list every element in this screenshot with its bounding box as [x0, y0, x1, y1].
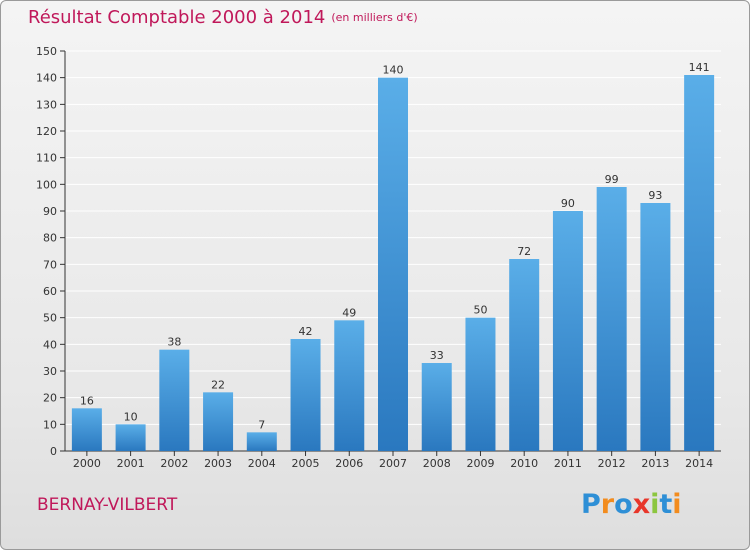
bar-value-label: 50 [473, 304, 487, 317]
bar-2003 [203, 392, 234, 451]
bar-value-label: 16 [80, 394, 94, 407]
bar-value-label: 99 [605, 173, 619, 186]
logo-letter: t [659, 489, 673, 520]
bar-2010 [509, 259, 540, 451]
logo-letter: x [632, 489, 651, 520]
logo-letter: i [650, 489, 660, 520]
bar-value-label: 22 [211, 378, 225, 391]
x-tick-label: 2014 [685, 457, 713, 470]
y-tick-label: 40 [43, 338, 57, 351]
bar-2014 [684, 75, 715, 451]
x-tick-label: 2008 [423, 457, 451, 470]
bar-value-label: 90 [561, 197, 575, 210]
x-tick-label: 2007 [379, 457, 407, 470]
logo-letter: P [581, 489, 601, 520]
bar-value-label: 38 [167, 336, 181, 349]
proxiti-logo[interactable]: Proxiti [581, 489, 682, 520]
bar-value-label: 93 [648, 189, 662, 202]
y-tick-label: 70 [43, 258, 57, 271]
y-tick-label: 0 [50, 445, 57, 458]
y-tick-label: 30 [43, 365, 57, 378]
logo-letter: r [600, 489, 615, 520]
chart-subtitle: (en milliers d'€) [331, 11, 418, 24]
bar-value-label: 141 [689, 61, 710, 74]
x-tick-label: 2001 [117, 457, 145, 470]
bar-2013 [640, 203, 671, 451]
x-tick-label: 2005 [292, 457, 320, 470]
y-tick-label: 90 [43, 205, 57, 218]
bar-2011 [552, 211, 583, 451]
x-tick-label: 2006 [335, 457, 363, 470]
bar-2008 [421, 363, 452, 451]
bar-value-label: 49 [342, 306, 356, 319]
y-tick-label: 130 [36, 98, 57, 111]
bar-value-label: 7 [258, 418, 265, 431]
bar-value-label: 140 [383, 64, 404, 77]
bar-2002 [159, 349, 190, 451]
bar-value-label: 33 [430, 349, 444, 362]
y-tick-label: 20 [43, 392, 57, 405]
y-tick-label: 60 [43, 285, 57, 298]
bar-2000 [71, 408, 102, 451]
commune-name: BERNAY-VILBERT [37, 495, 178, 515]
x-tick-label: 2000 [73, 457, 101, 470]
y-tick-label: 80 [43, 232, 57, 245]
labels: 0 10 20 30 40 50 60 70 80 90 100 110 120 130 140 150 16 2… [36, 45, 713, 470]
bar-2001 [115, 424, 146, 451]
x-tick-label: 2009 [466, 457, 494, 470]
logo-letter: o [614, 489, 633, 520]
chart-title: Résultat Comptable 2000 à 2014 (en millie… [28, 7, 418, 28]
bar-value-label: 72 [517, 245, 531, 258]
bars [71, 75, 715, 452]
x-tick-label: 2011 [554, 457, 582, 470]
y-tick-label: 100 [36, 178, 57, 191]
bar-2006 [334, 320, 365, 451]
y-tick-label: 10 [43, 418, 57, 431]
bar-2005 [290, 339, 321, 451]
y-tick-label: 110 [36, 152, 57, 165]
bar-2007 [378, 77, 408, 452]
bar-value-label: 42 [299, 325, 313, 338]
x-tick-label: 2010 [510, 457, 538, 470]
bar-2004 [246, 432, 277, 451]
bar-2009 [465, 317, 496, 451]
x-tick-label: 2002 [160, 457, 188, 470]
bar-value-label: 10 [124, 410, 138, 423]
x-tick-label: 2003 [204, 457, 232, 470]
x-tick-label: 2012 [598, 457, 626, 470]
bar-2012 [596, 187, 627, 451]
x-tick-label: 2013 [641, 457, 669, 470]
y-tick-label: 120 [36, 125, 57, 138]
x-tick-label: 2004 [248, 457, 276, 470]
y-tick-label: 140 [36, 72, 57, 85]
logo-letter: i [672, 489, 682, 520]
y-tick-label: 150 [36, 45, 57, 58]
chart-title-text: Résultat Comptable 2000 à 2014 [28, 7, 326, 28]
y-tick-label: 50 [43, 312, 57, 325]
